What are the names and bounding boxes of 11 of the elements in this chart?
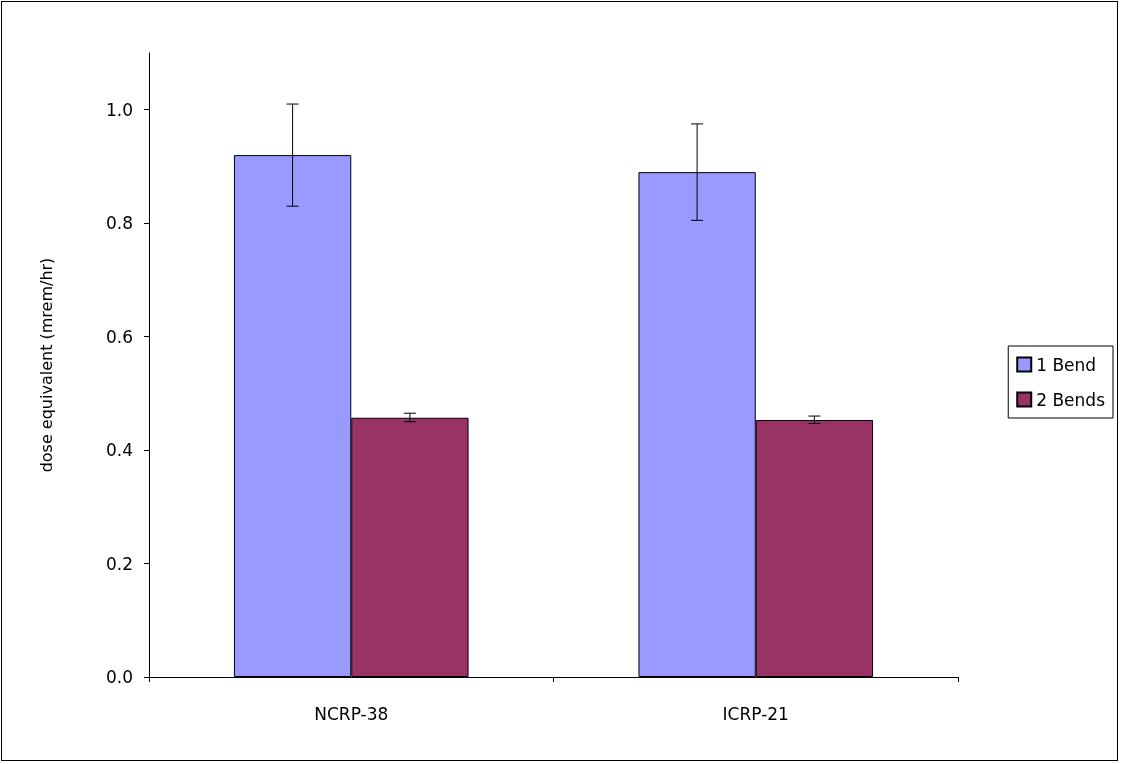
y-tick-label: 0.6 [105,326,133,347]
y-tick-label: 0.0 [105,667,133,687]
y-axis-title: dose equivalent (mrem/hr) [36,257,56,473]
legend-label: 2 Bends [1036,389,1106,410]
y-tick-label: 1.0 [105,99,133,120]
x-tick-label: ICRP-21 [722,703,789,724]
legend-label: 1 Bend [1036,354,1097,375]
y-tick-label: 0.2 [105,553,133,574]
y-tick-label: 0.8 [105,213,133,234]
y-tick-label: 0.4 [105,440,133,461]
x-tick-label: NCRP-38 [314,703,389,724]
